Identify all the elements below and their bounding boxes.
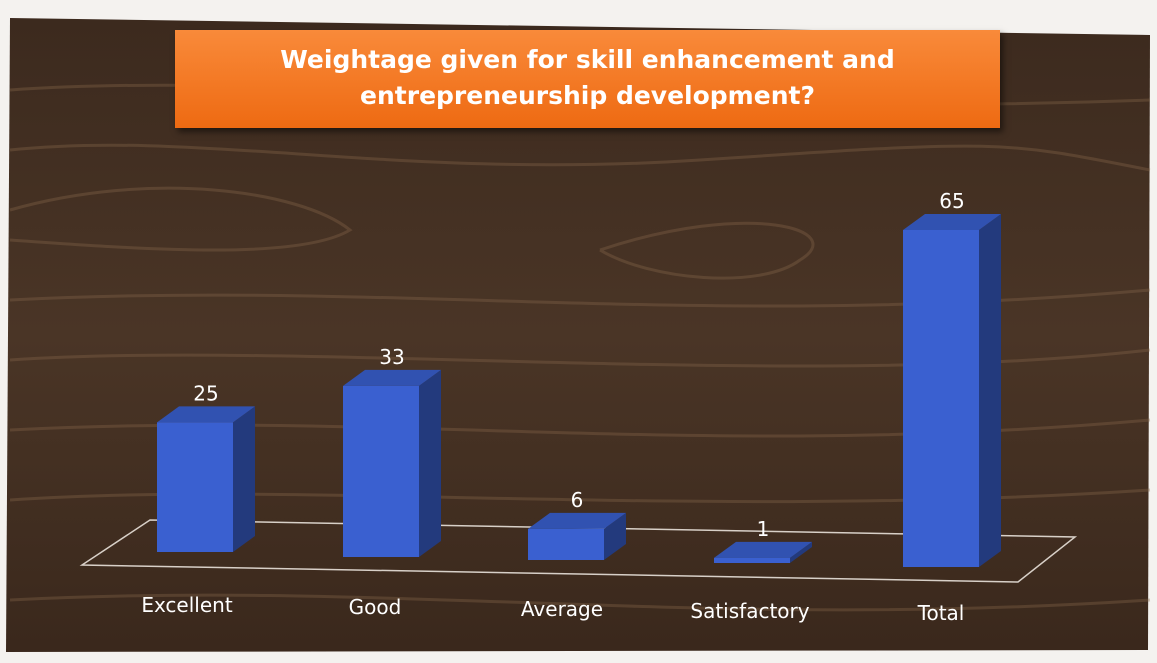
x-tick-label: Average [521,597,603,621]
x-tick-label: Total [917,601,965,625]
bar-side [419,369,441,557]
chart-title: Weightage given for skill enhancement an… [175,30,1000,128]
x-tick-label: Satisfactory [690,599,809,623]
bar-side [979,214,1001,567]
bar-top [714,541,812,558]
bar [528,528,604,560]
value-label: 1 [757,517,770,541]
bar [157,422,233,552]
value-label: 25 [193,381,218,405]
x-tick-label: Excellent [141,593,233,617]
bar-top [157,406,255,423]
bar-top [528,512,626,529]
bar-top [343,369,441,386]
bar-side [790,541,812,563]
bar [903,230,979,567]
floor [79,519,1078,583]
bar [343,385,419,557]
bar-side [233,406,255,552]
x-tick-label: Good [349,595,402,619]
value-label: 6 [571,488,584,512]
bar-side [604,512,626,560]
value-label: 33 [379,345,404,369]
bar-top [903,214,1001,230]
bar [714,557,790,563]
wood-background [6,18,1150,652]
value-label: 65 [939,189,964,213]
